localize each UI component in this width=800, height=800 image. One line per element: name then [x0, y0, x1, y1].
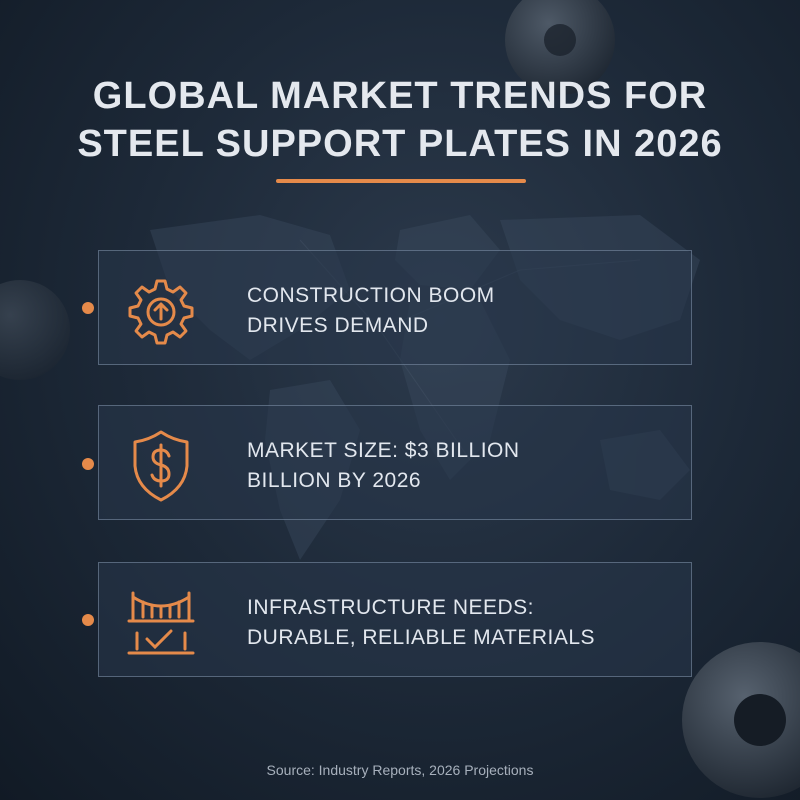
- card-line-2: BILLION BY 2026: [247, 469, 422, 492]
- source-caption: Source: Industry Reports, 2026 Projectio…: [266, 762, 534, 778]
- trend-card-infrastructure: INFRASTRUCTURE NEEDS: DURABLE, RELIABLE …: [98, 562, 692, 677]
- card-text: INFRASTRUCTURE NEEDS: DURABLE, RELIABLE …: [247, 593, 595, 653]
- title-line-1: GLOBAL MARKET TRENDS FOR: [92, 75, 708, 117]
- card-line-2: DURABLE, RELIABLE MATERIALS: [247, 626, 596, 649]
- bullet-dot: [82, 458, 94, 470]
- card-line-1: MARKET SIZE: $3 BILLION: [247, 439, 520, 462]
- trend-card-construction: CONSTRUCTION BOOM DRIVES DEMAND: [98, 250, 692, 365]
- gear-up-arrow-icon: [128, 279, 194, 345]
- card-line-1: INFRASTRUCTURE NEEDS:: [247, 596, 535, 619]
- card-line-1: CONSTRUCTION BOOM: [247, 284, 495, 307]
- shield-dollar-icon: [133, 430, 189, 502]
- bridge-check-icon: [127, 591, 195, 655]
- bullet-dot: [82, 614, 94, 626]
- title-underline: [276, 179, 526, 183]
- card-text: MARKET SIZE: $3 BILLION BILLION BY 2026: [247, 436, 520, 496]
- card-line-2: DRIVES DEMAND: [247, 314, 429, 337]
- title-line-2: STEEL SUPPORT PLATES IN 2026: [77, 123, 723, 165]
- card-text: CONSTRUCTION BOOM DRIVES DEMAND: [247, 281, 495, 341]
- page-title: GLOBAL MARKET TRENDS FOR STEEL SUPPORT P…: [0, 72, 800, 168]
- trend-card-market-size: MARKET SIZE: $3 BILLION BILLION BY 2026: [98, 405, 692, 520]
- bullet-dot: [82, 302, 94, 314]
